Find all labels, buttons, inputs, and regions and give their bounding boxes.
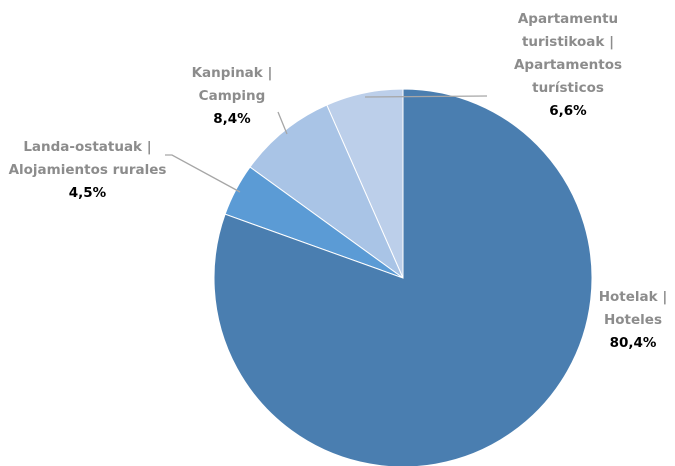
slice-label: Kanpinak | Camping 8,4% [172,62,292,131]
category-label: Kanpinak | Camping [191,65,273,104]
category-label: Apartamentu turistikoak | Apartamentos t… [513,11,623,96]
leader-line [165,154,241,193]
leader-line [364,95,488,98]
slice-label: Landa-ostatuak | Alojamientos rurales 4,5… [5,136,170,205]
value-label: 8,4% [213,111,251,127]
category-label: Hotelak | Hoteles [598,289,668,328]
value-label: 4,5% [68,185,107,201]
slice-label: Hotelak | Hoteles 80,4% [585,286,675,355]
value-label: 80,4% [609,335,657,351]
category-label: Landa-ostatuak | Alojamientos rurales [8,139,167,178]
pie-slice [213,88,593,466]
pie-slice [249,104,405,280]
slice-label: Apartamentu turistikoak | Apartamentos t… [488,8,648,123]
value-label: 6,6% [549,103,587,119]
leader-line [277,111,288,135]
